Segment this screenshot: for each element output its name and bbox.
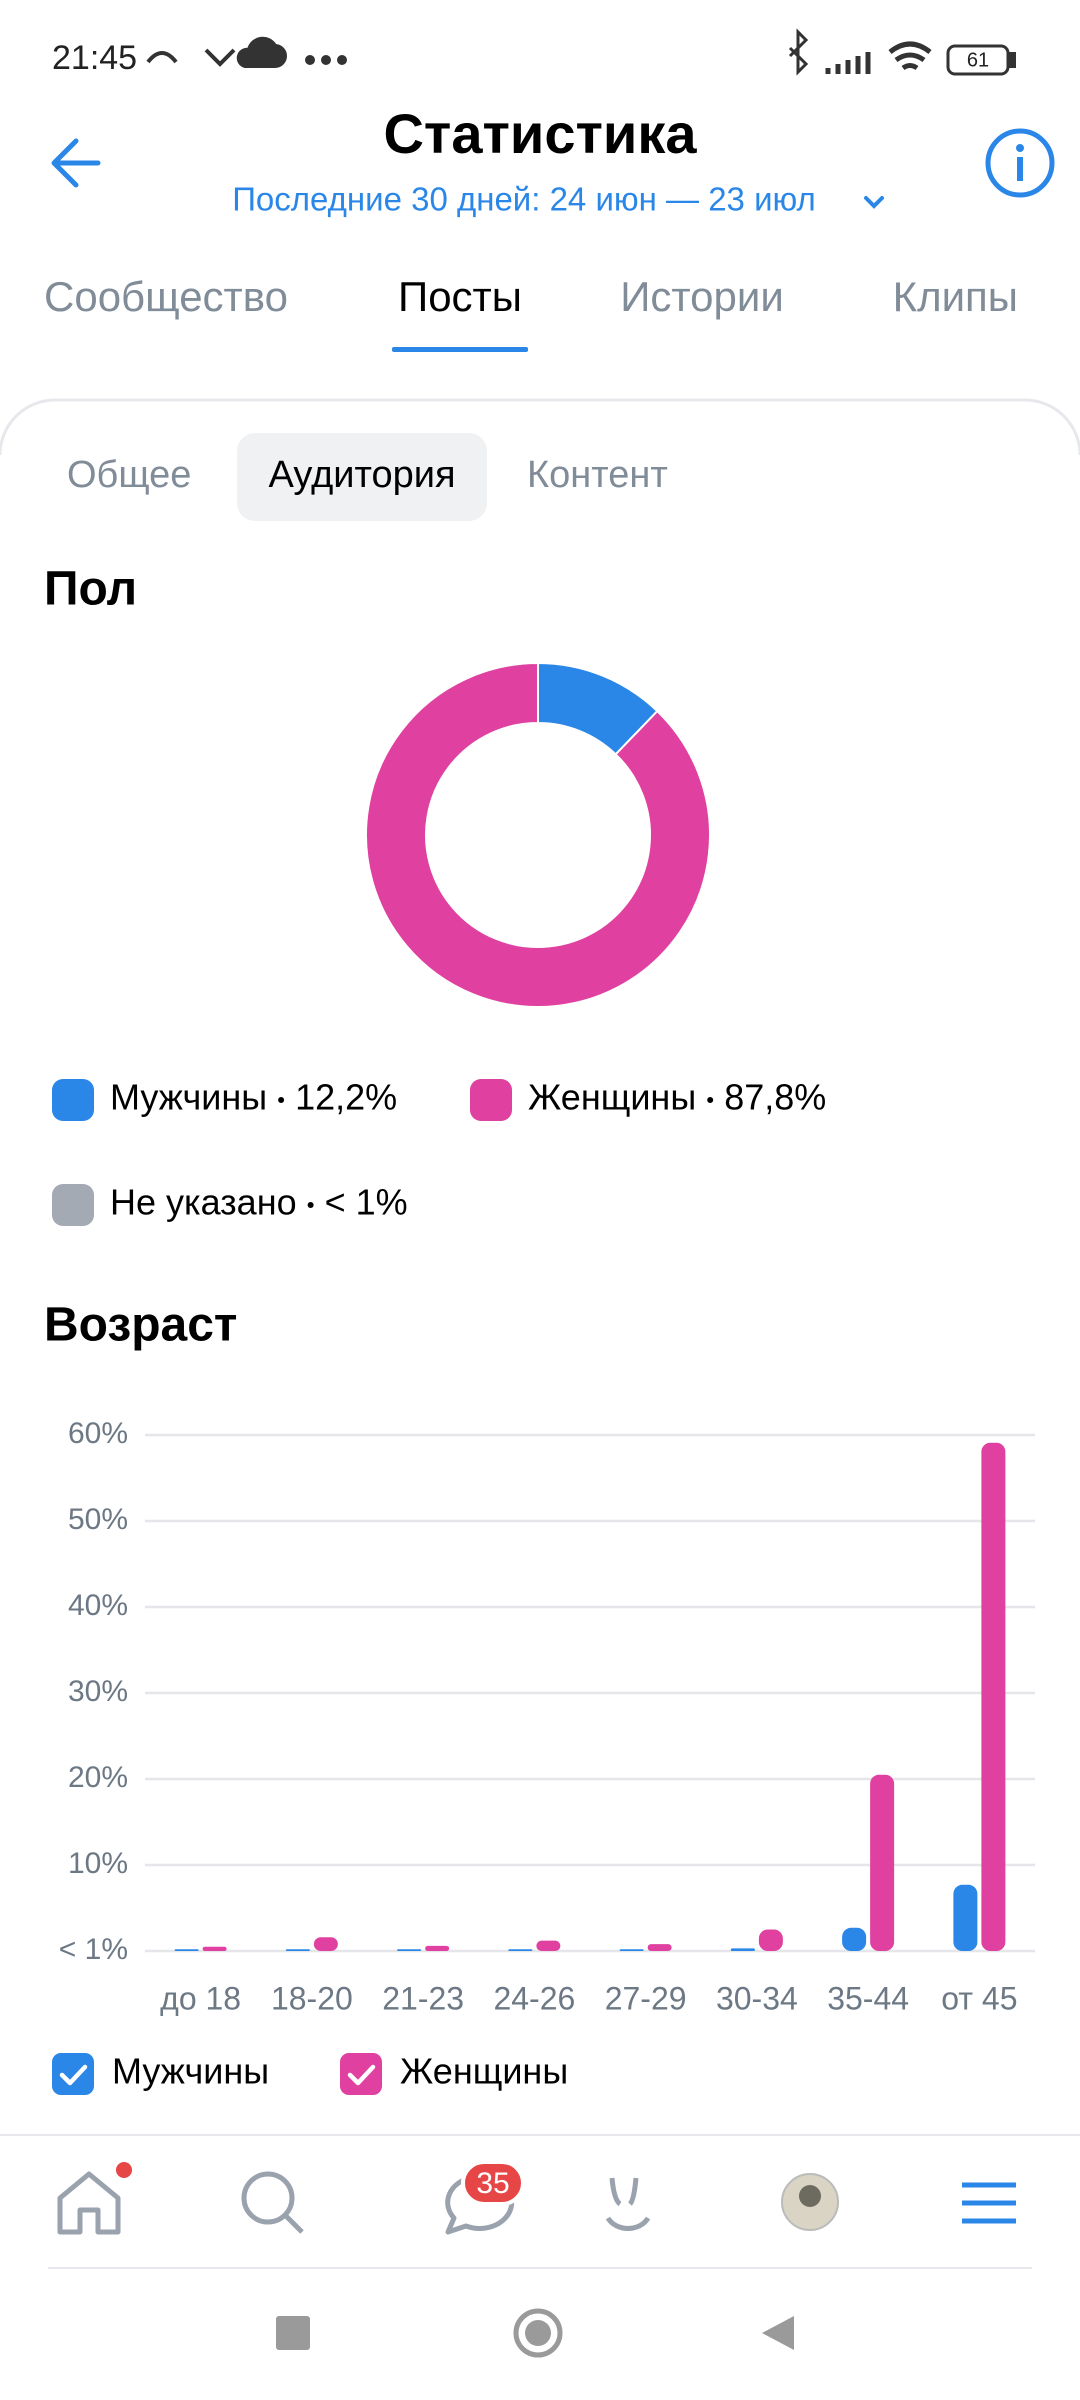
tab[interactable]: Истории <box>620 273 784 320</box>
bar <box>397 1949 422 1951</box>
x-tick-label: от 45 <box>941 1980 1017 2016</box>
nav-search[interactable] <box>241 2171 295 2225</box>
bar <box>536 1940 561 1951</box>
page-title: Статистика <box>383 102 697 165</box>
bar <box>425 1945 450 1951</box>
x-tick-label: 18-20 <box>271 1980 353 2016</box>
nav-clips[interactable] <box>605 2177 651 2231</box>
sys-recent[interactable] <box>276 2316 310 2350</box>
bar <box>758 1929 783 1951</box>
bar <box>981 1442 1006 1951</box>
tab[interactable]: Клипы <box>893 273 1018 320</box>
legend-value: < 1% <box>325 1182 408 1223</box>
sys-home[interactable] <box>513 2308 563 2358</box>
bar <box>313 1937 338 1951</box>
bottom-nav <box>57 2171 1016 2235</box>
tab[interactable]: Сообщество <box>44 273 288 320</box>
y-tick-label: 10% <box>68 1847 128 1880</box>
tab-active[interactable]: Посты <box>398 273 522 320</box>
x-tick-label: 21-23 <box>382 1980 464 2016</box>
avatar-detail <box>799 2185 821 2207</box>
legend-separator <box>307 1202 314 1208</box>
legend-check <box>347 2064 376 2086</box>
x-tick-label: 35-44 <box>827 1980 909 2016</box>
legend-swatch <box>52 1079 94 1121</box>
legend-label: Женщины <box>400 2051 568 2092</box>
sys-back[interactable] <box>762 2316 794 2350</box>
pie-slice <box>365 661 711 1008</box>
card-edge <box>0 398 1080 456</box>
status-icons <box>146 28 1016 76</box>
status-time: 21:45 <box>52 39 137 77</box>
subtab[interactable]: Контент <box>527 454 668 496</box>
x-tick-label: до 18 <box>160 1980 241 2016</box>
nav-menu[interactable] <box>962 2182 1016 2224</box>
legend-checkbox <box>52 2053 94 2095</box>
sys-home-dot <box>525 2320 551 2346</box>
y-tick-label: 20% <box>68 1761 128 1794</box>
legend-label: Мужчины <box>110 1077 267 1118</box>
bar <box>174 1949 199 1951</box>
legend-label: Мужчины <box>112 2051 269 2092</box>
legend-swatch <box>470 1079 512 1121</box>
bar <box>285 1949 310 1951</box>
legend-separator <box>278 1097 285 1103</box>
x-tick-label: 30-34 <box>716 1980 798 2016</box>
y-tick-label: 40% <box>68 1589 128 1622</box>
bar <box>870 1774 895 1951</box>
y-tick-label: < 1% <box>59 1933 128 1966</box>
battery-level: 61 <box>967 49 989 71</box>
legend-swatch <box>52 1184 94 1226</box>
legend-value: 87,8% <box>724 1077 826 1118</box>
nav-home[interactable] <box>57 2171 121 2235</box>
x-tick-label: 24-26 <box>493 1980 575 2016</box>
bar <box>508 1949 533 1951</box>
badge <box>461 2160 525 2206</box>
x-tick-label: 27-29 <box>605 1980 687 2016</box>
tab-underline <box>392 347 528 352</box>
subtab-active[interactable]: Аудитория <box>268 454 455 496</box>
nav-dot <box>116 2162 132 2178</box>
back-button[interactable] <box>51 138 101 188</box>
bar <box>647 1944 672 1951</box>
period-chevron[interactable] <box>864 196 884 209</box>
subtab-pill <box>237 433 487 521</box>
bar <box>730 1948 755 1951</box>
section-title: Пол <box>44 563 137 616</box>
bar <box>953 1884 978 1951</box>
period-selector[interactable]: Последние 30 дней: 24 июн — 23 июл <box>232 181 816 218</box>
legend-separator <box>707 1097 714 1103</box>
badge-count: 35 <box>476 2167 509 2200</box>
info-button[interactable] <box>985 128 1055 198</box>
y-tick-label: 30% <box>68 1675 128 1708</box>
y-tick-label: 60% <box>68 1417 128 1450</box>
subtab[interactable]: Общее <box>67 454 191 496</box>
legend-checkbox <box>340 2053 382 2095</box>
legend-label: Не указано <box>110 1182 297 1223</box>
bar <box>842 1927 867 1951</box>
legend-label: Женщины <box>528 1077 696 1118</box>
legend-value: 12,2% <box>295 1077 397 1118</box>
bar <box>619 1949 644 1951</box>
y-tick-label: 50% <box>68 1503 128 1536</box>
bar <box>202 1946 227 1951</box>
section-title: Возраст <box>44 1299 237 1352</box>
legend-check <box>59 2064 88 2086</box>
